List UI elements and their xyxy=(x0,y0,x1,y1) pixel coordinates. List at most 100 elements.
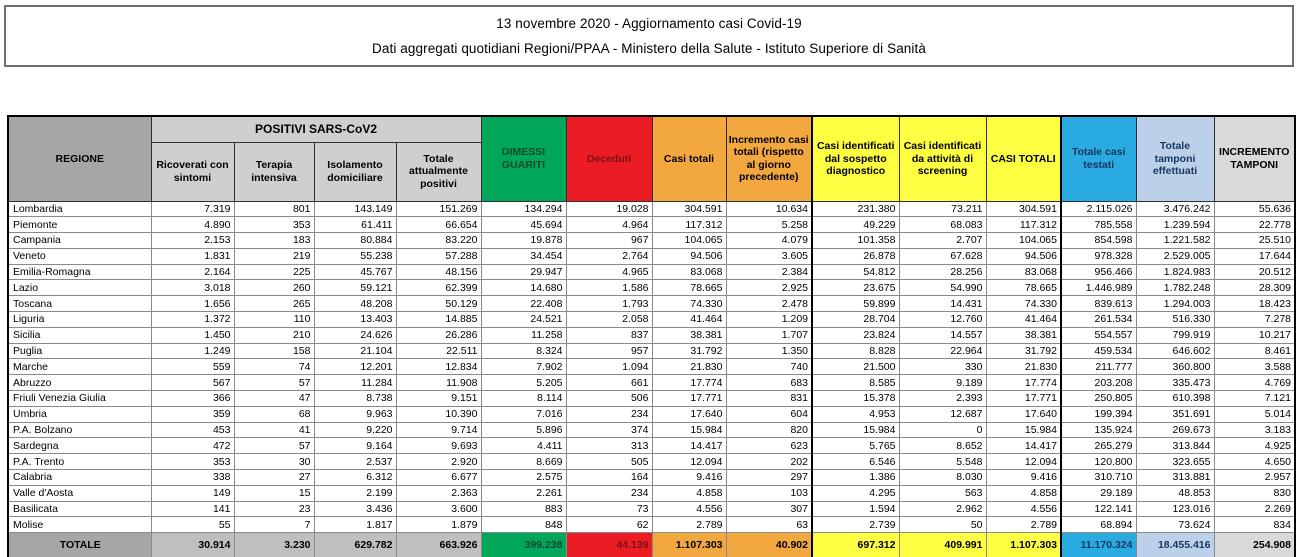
value-cell-attualmente-positivi: 50.129 xyxy=(395,295,482,313)
value-cell-terapia: 27 xyxy=(233,469,315,486)
page-title: 13 novembre 2020 - Aggiornamento casi Co… xyxy=(496,16,802,32)
table-row: Friuli Venezia Giulia 366 47 8.738 9.151 8.11… xyxy=(7,390,1296,407)
table-row: Sardegna 472 57 9.164 9.693 4.411 313 14.417 623… xyxy=(7,437,1296,455)
value-cell-terapia: 47 xyxy=(233,390,315,407)
value-cell-terapia: 110 xyxy=(233,311,315,328)
value-cell-terapia: 23 xyxy=(233,500,315,518)
value-cell-deceduti: 62 xyxy=(565,516,653,534)
column-header-terapia: Terapia intensiva xyxy=(233,141,315,202)
value-cell-casi-screening: 14.557 xyxy=(898,326,987,344)
value-cell-isolamento: 9.164 xyxy=(313,437,397,455)
value-cell-ricoverati: 141 xyxy=(150,500,235,518)
value-cell-dimessi-guariti: 5.896 xyxy=(480,421,567,439)
value-cell-dimessi-guariti: 45.694 xyxy=(480,216,567,234)
value-cell-casi-testati: 854.598 xyxy=(1060,232,1137,249)
value-cell-incremento-tamponi: 3.183 xyxy=(1213,421,1296,439)
value-cell-ricoverati: 1.372 xyxy=(150,311,235,328)
value-cell-casi-screening: 563 xyxy=(898,484,987,502)
value-cell-casi-totali: 17.771 xyxy=(651,390,727,407)
value-cell-casi-totali: 74.330 xyxy=(651,295,727,313)
value-cell-casi-totali: 41.464 xyxy=(651,311,727,328)
value-cell-casi-screening: 5.548 xyxy=(898,453,987,471)
value-cell-casi-totali-2: 94.506 xyxy=(985,247,1062,265)
value-cell-casi-testati: 956.466 xyxy=(1060,263,1137,281)
column-header-ricoverati: Ricoverati con sintomi xyxy=(150,141,235,202)
total-value-cell-incremento-tamponi: 254.908 xyxy=(1213,532,1296,557)
value-cell-casi-sospetto: 101.358 xyxy=(811,232,900,249)
value-cell-casi-totali: 38.381 xyxy=(651,326,727,344)
value-cell-casi-sospetto: 49.229 xyxy=(811,216,900,234)
value-cell-casi-totali: 78.665 xyxy=(651,279,727,297)
value-cell-terapia: 74 xyxy=(233,358,315,376)
value-cell-incremento-casi: 4.079 xyxy=(725,232,813,249)
value-cell-casi-totali-2: 17.771 xyxy=(985,390,1062,407)
value-cell-dimessi-guariti: 2.575 xyxy=(480,469,567,486)
value-cell-isolamento: 9.220 xyxy=(313,421,397,439)
value-cell-ricoverati: 1.450 xyxy=(150,326,235,344)
value-cell-tamponi: 313.881 xyxy=(1135,469,1215,486)
value-cell-tamponi: 323.655 xyxy=(1135,453,1215,471)
value-cell-incremento-tamponi: 4.769 xyxy=(1213,374,1296,392)
value-cell-ricoverati: 1.831 xyxy=(150,247,235,265)
value-cell-incremento-tamponi: 17.644 xyxy=(1213,247,1296,265)
page-subtitle: Dati aggregati quotidiani Regioni/PPAA -… xyxy=(372,40,926,56)
region-cell: P.A. Bolzano xyxy=(7,421,152,439)
value-cell-casi-totali-2: 12.094 xyxy=(985,453,1062,471)
value-cell-tamponi: 1.782.248 xyxy=(1135,279,1215,297)
table-row: Campania 2.153 183 80.884 83.220 19.878 967 104… xyxy=(7,232,1296,249)
value-cell-casi-totali: 31.792 xyxy=(651,342,727,360)
column-header-incremento-tamponi: INCREMENTO TAMPONI xyxy=(1213,115,1296,202)
total-label-cell: TOTALE xyxy=(7,532,152,557)
region-cell: Calabria xyxy=(7,469,152,486)
region-cell: Veneto xyxy=(7,247,152,265)
value-cell-casi-sospetto: 28.704 xyxy=(811,311,900,328)
value-cell-tamponi: 1.239.594 xyxy=(1135,216,1215,234)
value-cell-ricoverati: 2.153 xyxy=(150,232,235,249)
value-cell-casi-screening: 68.083 xyxy=(898,216,987,234)
value-cell-isolamento: 13.403 xyxy=(313,311,397,328)
value-cell-dimessi-guariti: 5.205 xyxy=(480,374,567,392)
total-value-cell-casi-sospetto: 697.312 xyxy=(811,532,900,557)
value-cell-incremento-casi: 297 xyxy=(725,469,813,486)
value-cell-casi-totali-2: 17.640 xyxy=(985,405,1062,423)
table-row: Veneto 1.831 219 55.238 57.288 34.454 2.764 94.… xyxy=(7,247,1296,265)
value-cell-deceduti: 661 xyxy=(565,374,653,392)
value-cell-attualmente-positivi: 151.269 xyxy=(395,200,482,218)
value-cell-deceduti: 2.764 xyxy=(565,247,653,265)
value-cell-casi-sospetto: 8.585 xyxy=(811,374,900,392)
value-cell-dimessi-guariti: 8.669 xyxy=(480,453,567,471)
value-cell-isolamento: 24.626 xyxy=(313,326,397,344)
value-cell-incremento-casi: 5.258 xyxy=(725,216,813,234)
table-row: Puglia 1.249 158 21.104 22.511 8.324 957 31.792… xyxy=(7,342,1296,360)
value-cell-isolamento: 143.149 xyxy=(313,200,397,218)
value-cell-casi-totali-2: 74.330 xyxy=(985,295,1062,313)
value-cell-casi-sospetto: 59.899 xyxy=(811,295,900,313)
value-cell-casi-totali: 21.830 xyxy=(651,358,727,376)
value-cell-casi-totali: 14.417 xyxy=(651,437,727,455)
column-header-tamponi: Totale tamponi effettuati xyxy=(1135,115,1215,202)
value-cell-attualmente-positivi: 9.151 xyxy=(395,390,482,407)
table-row: Liguria 1.372 110 13.403 14.885 24.521 2.058 41… xyxy=(7,311,1296,328)
value-cell-terapia: 353 xyxy=(233,216,315,234)
table-row: Lombardia 7.319 801 143.149 151.269 134.294 19… xyxy=(7,200,1296,218)
value-cell-casi-screening: 8.652 xyxy=(898,437,987,455)
value-cell-casi-testati: 122.141 xyxy=(1060,500,1137,518)
value-cell-casi-totali-2: 41.464 xyxy=(985,311,1062,328)
region-cell: Marche xyxy=(7,358,152,376)
value-cell-deceduti: 73 xyxy=(565,500,653,518)
value-cell-incremento-casi: 2.478 xyxy=(725,295,813,313)
value-cell-attualmente-positivi: 83.220 xyxy=(395,232,482,249)
value-cell-casi-sospetto: 15.984 xyxy=(811,421,900,439)
region-cell: P.A. Trento xyxy=(7,453,152,471)
total-value-cell-casi-totali-2: 1.107.303 xyxy=(985,532,1062,557)
covid-data-table: REGIONE POSITIVI SARS-CoV2 DIMESSI GUARITI… xyxy=(7,115,1296,557)
value-cell-incremento-casi: 202 xyxy=(725,453,813,471)
value-cell-incremento-casi: 1.707 xyxy=(725,326,813,344)
value-cell-dimessi-guariti: 24.521 xyxy=(480,311,567,328)
value-cell-ricoverati: 472 xyxy=(150,437,235,455)
value-cell-casi-testati: 120.800 xyxy=(1060,453,1137,471)
value-cell-incremento-casi: 683 xyxy=(725,374,813,392)
value-cell-terapia: 219 xyxy=(233,247,315,265)
total-value-cell-casi-testati: 11.170.324 xyxy=(1060,532,1137,557)
value-cell-ricoverati: 359 xyxy=(150,405,235,423)
